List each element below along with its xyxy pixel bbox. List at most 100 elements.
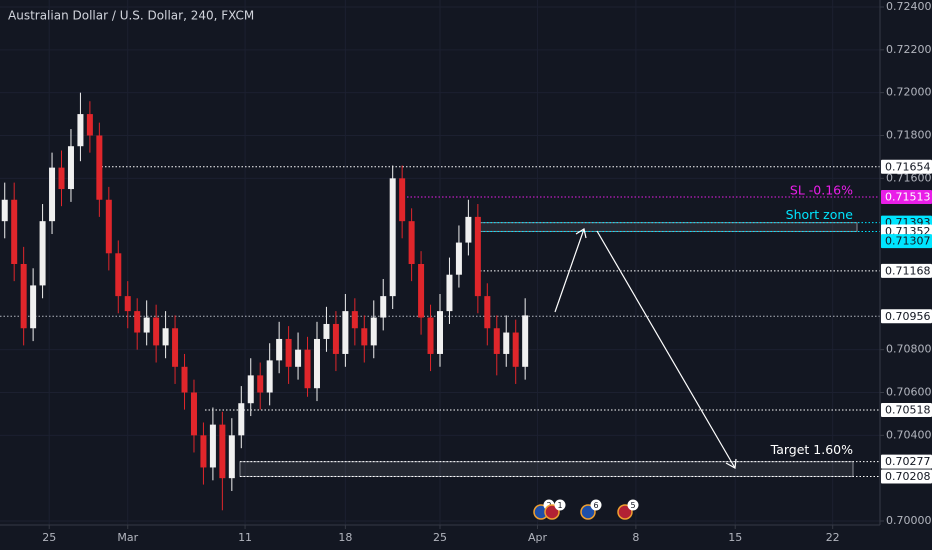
candle-body [190, 392, 197, 436]
y-tick-label: 0.72400 [886, 0, 932, 13]
candle-body [323, 323, 330, 339]
event-badge-bg [590, 499, 602, 511]
price-label-bg [881, 263, 932, 278]
candle-body [446, 274, 453, 312]
candle-body [200, 435, 207, 468]
candle-body [295, 349, 302, 367]
candle-body [389, 178, 396, 297]
event-badge: 6 [593, 501, 598, 510]
x-tick-label: 8 [632, 531, 639, 544]
event-icon [544, 504, 560, 520]
x-tick-label: Apr [528, 531, 548, 544]
price-label: 0.70277 [885, 455, 931, 468]
candle-body [313, 338, 320, 389]
candle-body [332, 323, 339, 354]
y-tick-label: 0.71800 [886, 129, 932, 142]
candle-body [209, 424, 216, 468]
candle-body [49, 167, 56, 222]
annotation: Target 1.60% [770, 442, 853, 457]
candle-body [153, 317, 160, 346]
price-label-bg [881, 469, 932, 484]
candle-body [437, 311, 443, 354]
candle-body [30, 285, 37, 329]
target-zone [239, 461, 854, 477]
price-label-bg [881, 189, 932, 204]
candle-body [11, 199, 18, 264]
y-tick-label: 0.70000 [886, 514, 932, 527]
candle-body [370, 317, 377, 346]
candle-body [105, 199, 112, 254]
candle-body [219, 424, 226, 479]
price-label-bg [881, 234, 932, 249]
y-tick-label: 0.71600 [886, 171, 932, 184]
price-label: 0.71168 [885, 264, 931, 277]
candle-body [266, 360, 273, 393]
candle-body [115, 253, 122, 297]
candle-body [39, 221, 46, 286]
annotation: Short zone [786, 207, 854, 222]
event-icon [617, 504, 633, 520]
price-label-bg [881, 454, 932, 469]
candle-body [304, 349, 311, 389]
price-label: 0.71654 [885, 160, 931, 173]
annotation: SL -0.16% [790, 182, 853, 197]
candle-body [172, 328, 179, 367]
candle-body [228, 435, 235, 479]
candle-body [247, 375, 254, 404]
candle-body [361, 328, 368, 346]
price-label: 0.70518 [885, 404, 931, 417]
candle-body [474, 216, 481, 297]
x-tick-label: 15 [728, 531, 742, 544]
candle-body [143, 317, 150, 333]
candle-body [134, 311, 141, 333]
candle-body [342, 311, 349, 354]
candle-body [86, 114, 93, 136]
short-zone [479, 222, 858, 232]
y-tick-label: 0.72000 [886, 86, 932, 99]
x-tick-label: 22 [826, 531, 840, 544]
candle-body [427, 317, 434, 354]
price-label-bg [881, 309, 932, 324]
forecast-arrows [554, 228, 737, 469]
price-label: 0.70956 [885, 310, 931, 323]
price-label: 0.71307 [885, 235, 931, 248]
candle-body [484, 296, 491, 329]
candle-body [399, 178, 406, 222]
candle-body [276, 338, 283, 361]
candle-body [77, 114, 84, 147]
y-tick-label: 0.70600 [886, 386, 932, 399]
x-tick-label: 11 [238, 531, 252, 544]
y-tick-label: 0.70800 [886, 343, 932, 356]
candle-body [503, 332, 510, 354]
price-label: 0.71513 [885, 190, 931, 203]
candle-body [58, 167, 65, 190]
x-tick-label: 25 [42, 531, 56, 544]
candle-body [512, 332, 519, 367]
candle-body [238, 403, 245, 436]
event-badge: 5 [630, 501, 635, 510]
y-tick-label: 0.72200 [886, 43, 932, 56]
candle-body [67, 146, 74, 190]
candle-body [285, 338, 292, 367]
x-tick-label: 18 [338, 531, 352, 544]
price-label-bg [881, 403, 932, 418]
candle-body [380, 296, 387, 318]
candle-body [465, 216, 472, 243]
y-tick-label: 0.70400 [886, 428, 932, 441]
candle-body [162, 328, 169, 346]
candle-body [20, 264, 27, 329]
event-badge: 1 [557, 501, 562, 510]
price-label: 0.70208 [885, 470, 931, 483]
candle-body [181, 366, 188, 393]
candle-body [1, 199, 8, 222]
price-label-bg [881, 159, 932, 174]
x-tick-label: 25 [433, 531, 447, 544]
candle-body [522, 315, 529, 367]
event-icon [580, 504, 596, 520]
candle-body [493, 328, 500, 354]
chart-title: Australian Dollar / U.S. Dollar, 240, FX… [8, 9, 254, 23]
event-badge-bg [554, 499, 566, 511]
candle-body [124, 296, 131, 312]
